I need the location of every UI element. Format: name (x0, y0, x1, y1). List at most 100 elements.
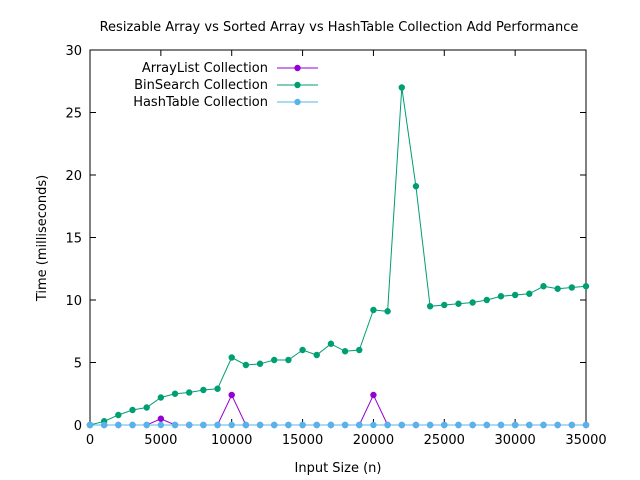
data-point (214, 421, 221, 429)
data-point (582, 421, 590, 429)
x-tick-label: 5000 (144, 433, 177, 448)
data-point (540, 421, 547, 429)
data-point (186, 389, 193, 396)
y-tick-label: 15 (65, 232, 82, 247)
data-point (554, 285, 561, 292)
data-point (568, 284, 576, 291)
data-point (157, 415, 165, 422)
data-point (313, 421, 320, 429)
data-point (143, 421, 150, 429)
data-point (200, 421, 207, 429)
data-point (554, 421, 561, 429)
data-point (271, 356, 278, 364)
x-tick-label: 20000 (353, 433, 394, 448)
legend-marker (294, 98, 301, 106)
data-point (568, 421, 576, 429)
data-point (256, 421, 264, 429)
series-layer (86, 84, 590, 429)
data-point (115, 421, 122, 429)
data-point (441, 421, 448, 429)
y-tick-label: 30 (65, 44, 82, 59)
data-point (455, 421, 462, 429)
data-point (228, 354, 235, 361)
series-line (89, 87, 587, 426)
data-point (483, 421, 490, 429)
legend-marker (294, 81, 301, 89)
data-point (171, 421, 179, 429)
legend-label: BinSearch Collection (134, 78, 268, 93)
data-point (200, 386, 207, 394)
data-point (455, 300, 462, 307)
data-point (511, 421, 519, 429)
y-tick-label: 5 (74, 357, 82, 372)
data-point (341, 421, 349, 429)
data-point (412, 421, 420, 429)
legend-item: HashTable Collection (133, 95, 318, 110)
legend-marker (294, 64, 301, 72)
x-tick-label: 10000 (211, 433, 252, 448)
x-tick-label: 25000 (424, 433, 465, 448)
data-point (469, 421, 476, 429)
data-point (228, 421, 235, 429)
data-point (129, 406, 136, 414)
y-tick-label: 0 (74, 419, 82, 434)
data-point (327, 421, 335, 429)
data-point (271, 421, 278, 429)
x-tick-label: 0 (86, 433, 94, 448)
data-point (384, 421, 391, 429)
data-point (370, 306, 377, 314)
data-point (526, 290, 533, 297)
legend-item: ArrayList Collection (142, 61, 318, 76)
data-point (171, 390, 179, 397)
data-point (86, 421, 94, 429)
data-point (299, 421, 306, 429)
data-point (469, 299, 476, 306)
data-point (412, 183, 420, 190)
legend-label: HashTable Collection (133, 95, 268, 110)
data-point (157, 394, 165, 401)
data-point (242, 421, 250, 429)
data-point (441, 301, 448, 309)
data-point (384, 308, 391, 315)
data-point (100, 421, 108, 429)
y-tick-label: 25 (65, 107, 82, 122)
data-point (228, 391, 235, 399)
y-tick-label: 20 (65, 169, 82, 184)
data-point (398, 84, 405, 91)
data-point (186, 421, 193, 429)
data-point (526, 421, 533, 429)
x-axis: 0 5000 10000 15000 20000 25000 30000 35000 (86, 50, 607, 448)
data-point (370, 391, 377, 399)
series-2 (86, 84, 590, 429)
data-point (157, 421, 165, 429)
data-point (370, 421, 377, 429)
data-point (285, 421, 292, 429)
data-point (356, 346, 363, 354)
data-point (214, 385, 221, 392)
data-point (299, 346, 306, 354)
data-point (341, 348, 349, 355)
legend: ArrayList Collection BinSearch Collection… (133, 61, 318, 110)
series-line (90, 393, 586, 426)
legend-item: BinSearch Collection (134, 78, 318, 93)
data-point (426, 303, 434, 310)
data-point (398, 421, 405, 429)
x-tick-label: 35000 (565, 433, 606, 448)
data-point (426, 421, 434, 429)
data-point (582, 283, 590, 290)
x-tick-label: 15000 (282, 433, 323, 448)
data-point (497, 293, 505, 300)
data-point (497, 421, 505, 429)
series-3 (86, 421, 590, 429)
x-axis-label: Input Size (n) (295, 461, 382, 476)
data-point (143, 404, 150, 411)
data-point (313, 351, 320, 359)
legend-label: ArrayList Collection (142, 61, 268, 76)
data-point (327, 340, 335, 347)
y-tick-label: 10 (65, 294, 82, 309)
chart-title: Resizable Array vs Sorted Array vs HashT… (100, 20, 579, 35)
x-tick-label: 30000 (494, 433, 535, 448)
data-point (242, 361, 250, 369)
y-axis-label: Time (milliseconds) (35, 175, 50, 302)
